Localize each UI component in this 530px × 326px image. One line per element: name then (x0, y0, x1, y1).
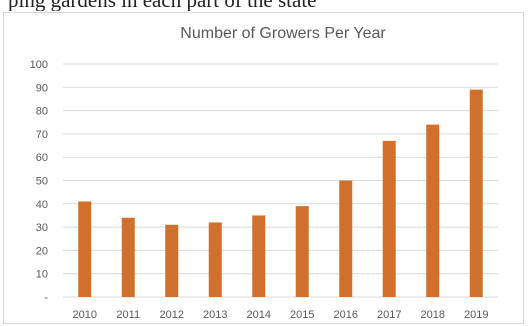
y-tick-label: 100 (30, 59, 48, 71)
x-tick-label: 2017 (377, 309, 401, 321)
bar-2014 (252, 215, 266, 297)
x-tick-label: 2010 (73, 309, 97, 321)
y-tick-label: 10 (36, 269, 48, 281)
bar-2010 (78, 201, 92, 297)
y-tick-label: 70 (36, 129, 48, 141)
x-tick-label: 2018 (421, 309, 445, 321)
x-axis-tick-labels: 2010 2011 2012 2013 2014 2015 2016 2017 2018 2019 (73, 309, 489, 321)
y-tick-label: 90 (36, 82, 48, 94)
bar-2013 (208, 222, 222, 297)
bar-2011 (121, 217, 135, 297)
x-tick-label: 2019 (464, 309, 488, 321)
y-tick-label: 80 (36, 106, 48, 118)
x-tick-label: 2013 (203, 309, 227, 321)
chart-title: Number of Growers Per Year (180, 25, 386, 42)
bar-2019 (469, 89, 483, 297)
y-tick-label: 50 (36, 176, 48, 188)
gridlines (63, 63, 498, 298)
y-tick-label: - (44, 292, 48, 304)
x-tick-label: 2012 (160, 309, 184, 321)
bar-2016 (339, 180, 353, 297)
cropped-page-text: ping gardens in each part of the state (0, 0, 530, 11)
y-tick-label: 20 (36, 245, 48, 257)
bar-2015 (295, 206, 309, 297)
y-tick-label: 40 (36, 199, 48, 211)
bar-2012 (165, 224, 179, 297)
y-tick-label: 30 (36, 222, 48, 234)
x-tick-label: 2016 (334, 309, 358, 321)
x-tick-label: 2014 (247, 309, 271, 321)
bar-2018 (426, 124, 440, 297)
y-tick-label: 60 (36, 152, 48, 164)
x-tick-label: 2011 (116, 309, 140, 321)
page-text-line: ping gardens in each part of the state (8, 0, 316, 11)
bar-2017 (382, 140, 396, 297)
y-axis-tick-labels: - 10 20 30 40 50 60 70 80 90 100 (30, 59, 49, 304)
x-tick-label: 2015 (290, 309, 314, 321)
bars (78, 89, 483, 297)
